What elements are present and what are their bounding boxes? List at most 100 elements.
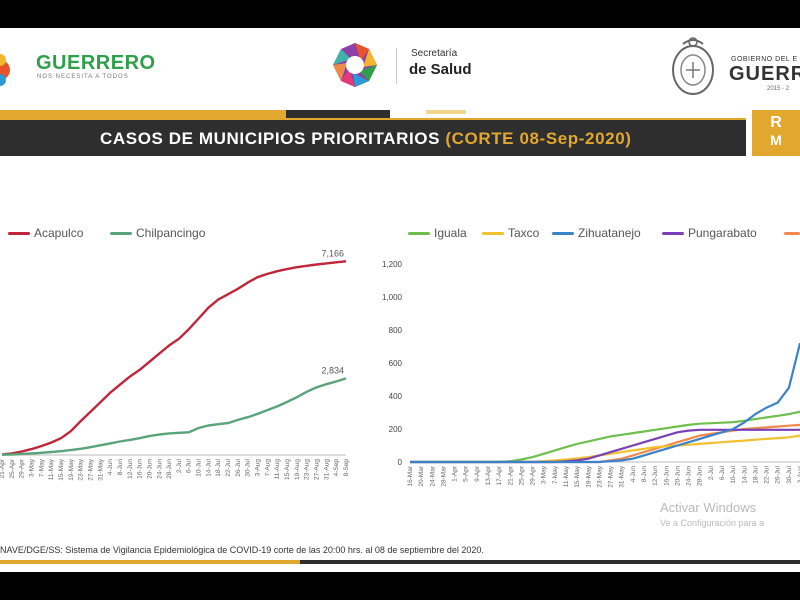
right-x-tick-label: 14-Jul — [741, 465, 748, 483]
left-x-tick-label: 19-May — [68, 458, 75, 480]
right-y-tick-label: 0 — [398, 458, 403, 467]
right-x-tick-label: 11-May — [563, 465, 570, 487]
left-chart: 21-Apr 25-Apr 29-Apr 3-May 7-May 11-May 15-May… — [0, 248, 350, 480]
left-x-tick-label: 7-May — [38, 458, 45, 477]
title-bar: CASOS DE MUNICIPIOS PRIORITARIOS (CORTE … — [0, 120, 746, 156]
right-x-tick-label: 27-May — [608, 465, 615, 487]
left-x-tick-label: 22-Jul — [225, 458, 232, 476]
salud-divider — [396, 48, 397, 84]
left-data-label-chilpancingo: 2,834 — [321, 365, 344, 375]
right-x-tick-label: 25-Apr — [518, 465, 525, 485]
left-x-tick-label: 12-Jun — [127, 459, 134, 479]
page-title: CASOS DE MUNICIPIOS PRIORITARIOS (CORTE … — [100, 129, 632, 149]
right-x-tick-label: 28-Mar — [440, 465, 447, 486]
right-x-tick-label: 9-Apr — [474, 465, 481, 482]
right-x-tick-label: 28-Jun — [697, 466, 704, 486]
state-seal-icon — [668, 34, 718, 105]
left-x-tick-label: 14-Jul — [205, 458, 212, 476]
right-y-tick-label: 800 — [389, 326, 403, 335]
right-x-tick-label: 2-Jul — [708, 465, 715, 480]
right-x-tick-label: 6-Jul — [719, 465, 726, 480]
right-y-tick-label: 1,000 — [382, 293, 403, 302]
right-series-line-pungarabato — [410, 428, 800, 464]
legend-iguala: Iguala — [408, 226, 467, 240]
left-x-tick-label: 23-May — [78, 458, 85, 480]
right-chart: 0 200 400 600 800 1,000 1,200 16-Mar 20-Mar 24-Ma… — [382, 260, 800, 488]
legend-taxco-swatch — [482, 232, 504, 236]
right-x-tick-label: 3-Aug — [797, 466, 800, 484]
header-underline — [0, 118, 746, 120]
side-tab-text-2: M — [770, 132, 782, 148]
legend-taxco-label: Taxco — [508, 226, 540, 240]
left-x-tick-label: 3-Aug — [255, 459, 262, 477]
side-tab-text-1: R — [770, 114, 782, 131]
left-x-tick-label: 4-Sep — [333, 459, 340, 477]
legend-zihuatanejo: Zihuatanejo — [552, 226, 641, 240]
legend-iguala-label: Iguala — [434, 226, 467, 240]
right-y-tick-label: 200 — [389, 425, 403, 434]
colorful-flower-icon — [0, 54, 10, 86]
right-series-line-zihuatanejo — [410, 342, 800, 464]
left-x-tick-label: 2-Jul — [176, 458, 183, 473]
right-y-tick-label: 1,200 — [382, 260, 403, 269]
right-x-tick-label: 1-Apr — [452, 465, 459, 482]
footer-strip-dark — [300, 560, 800, 564]
right-x-tick-label: 31-May — [619, 465, 626, 487]
legend-acapulco: Acapulco — [8, 226, 83, 240]
left-data-label-acapulco: 7,166 — [321, 248, 344, 258]
guerrero-logo-mark — [0, 52, 12, 93]
left-x-tick-label: 19-Aug — [294, 459, 301, 480]
legend-other-swatch — [784, 232, 800, 236]
legend-taxco: Taxco — [482, 226, 539, 240]
left-x-tick-label: 25-Apr — [9, 458, 16, 478]
gobierno-main-label: GUERRE — [729, 63, 800, 85]
left-x-tick-label: 31-May — [97, 458, 104, 480]
side-tab: R M — [752, 110, 800, 156]
source-footnote: NAVE/DGE/SS: Sistema de Vigilancia Epide… — [0, 545, 484, 555]
accent-strip-dark — [286, 110, 390, 118]
left-x-tick-label: 10-Jul — [196, 458, 203, 476]
right-x-tick-label: 23-May — [596, 465, 603, 487]
left-x-tick-label: 26-Jul — [235, 458, 242, 476]
right-x-tick-label: 18-Jul — [752, 465, 759, 483]
left-x-tick-label: 20-Jun — [146, 459, 153, 479]
left-x-tick-label: 16-Jun — [137, 459, 144, 479]
left-series-line-acapulco — [1, 260, 347, 456]
right-x-tick-label: 16-Jun — [663, 466, 670, 486]
right-x-tick-label: 10-Jul — [730, 465, 737, 483]
right-x-tick-label: 17-Apr — [496, 465, 503, 485]
left-x-tick-label: 8-Jun — [117, 459, 124, 476]
legend-zihuatanejo-label: Zihuatanejo — [578, 226, 641, 240]
salud-top-label: Secretaría — [411, 48, 458, 59]
guerrero-logo-text: GUERRERO — [36, 52, 156, 74]
right-x-tick-label: 21-Apr — [507, 465, 514, 485]
right-x-tick-label: 4-Jun — [630, 466, 637, 483]
left-x-tick-label: 15-Aug — [284, 459, 291, 480]
legend-pungarabato-label: Pungarabato — [688, 226, 757, 240]
slide: GUERRERO NOS NECESITA A TODOS Secretaría… — [0, 28, 800, 572]
charts-canvas: 21-Apr 25-Apr 29-Apr 3-May 7-May 11-May 15-May… — [0, 248, 800, 488]
right-series-line-taxco — [410, 434, 800, 464]
right-x-tick-label: 12-Jun — [652, 466, 659, 486]
right-x-tick-label: 22-Jul — [764, 465, 771, 483]
right-x-tick-label: 16-Mar — [407, 465, 414, 486]
right-x-tick-label: 30-Jul — [786, 465, 793, 483]
footer-strip — [0, 560, 300, 564]
right-x-tick-label: 20-Jun — [674, 466, 681, 486]
legend-zihuatanejo-swatch — [552, 232, 574, 236]
right-x-tick-label: 20-Mar — [418, 465, 425, 486]
right-y-tick-label: 600 — [389, 359, 403, 368]
left-x-tick-label: 27-May — [87, 458, 94, 480]
left-x-tick-label: 23-Aug — [304, 459, 311, 480]
left-x-tick-label: 11-May — [48, 458, 55, 480]
legend-chilpancingo: Chilpancingo — [110, 226, 205, 240]
left-x-tick-label: 28-Jun — [166, 459, 173, 479]
legend-acapulco-label: Acapulco — [34, 226, 84, 240]
title-main: CASOS DE MUNICIPIOS PRIORITARIOS — [100, 129, 441, 148]
right-x-tick-label: 19-May — [585, 465, 592, 487]
left-x-tick-label: 18-Jul — [215, 458, 222, 476]
accent-strip-light — [426, 110, 466, 114]
accent-strip — [0, 110, 286, 118]
right-y-tick-label: 400 — [389, 392, 403, 401]
legend-pungarabato: Pungarabato — [662, 226, 757, 240]
